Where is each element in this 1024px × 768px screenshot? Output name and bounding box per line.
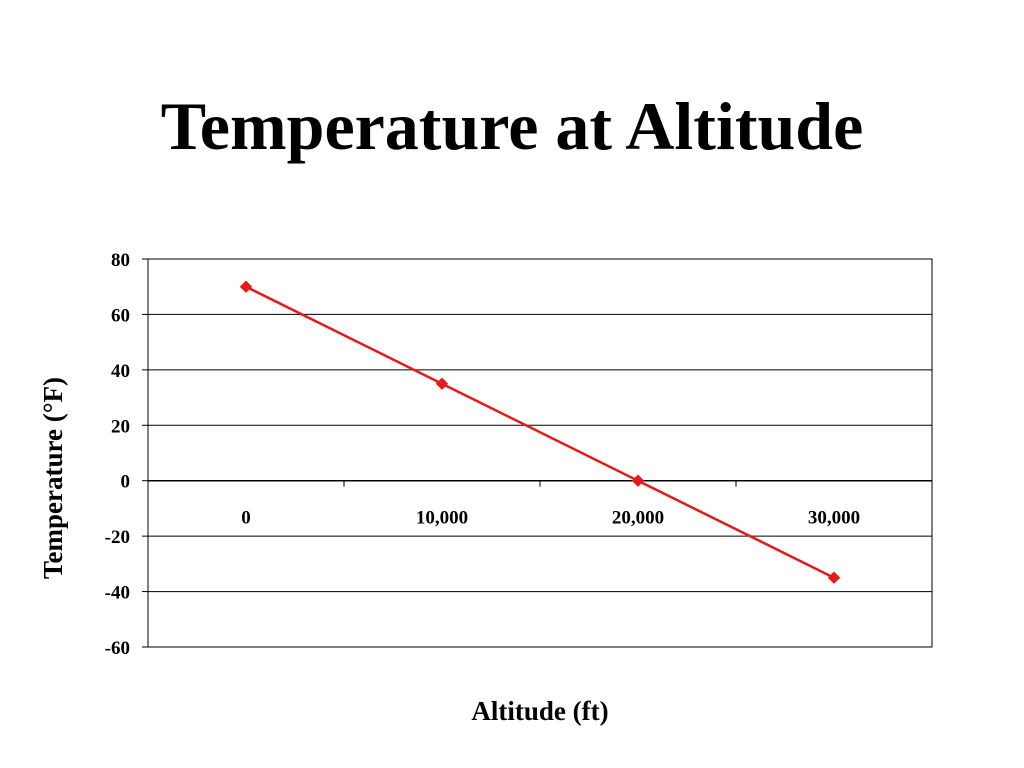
x-tick-label: 0 <box>241 508 251 529</box>
x-tick-label: 30,000 <box>808 508 860 529</box>
data-point <box>435 377 449 390</box>
y-tick-label: 20 <box>111 416 130 437</box>
y-tick-label: 40 <box>111 361 130 382</box>
data-point <box>239 280 253 293</box>
y-axis: 80 60 40 20 0 -20 -40 -60 <box>105 250 148 659</box>
data-point <box>631 474 645 487</box>
y-tick-label: -20 <box>105 527 130 548</box>
x-axis <box>147 479 933 487</box>
chart-title: Temperature at Altitude <box>160 88 864 164</box>
x-tick-labels: 0 10,000 20,000 30,000 <box>241 508 860 529</box>
y-tick-label: -60 <box>105 638 130 659</box>
grid-lines <box>148 258 932 648</box>
x-tick-label: 20,000 <box>612 508 664 529</box>
data-series <box>239 280 841 584</box>
x-tick-label: 10,000 <box>416 508 468 529</box>
series-line <box>245 285 835 579</box>
y-tick-label: 0 <box>121 472 131 493</box>
plot-frame <box>147 258 933 648</box>
y-axis-title: Temperature (°F) <box>38 377 68 579</box>
x-axis-title: Altitude (ft) <box>471 696 608 726</box>
y-tick-label: 80 <box>111 250 130 271</box>
data-point <box>827 571 841 584</box>
y-tick-label: -40 <box>105 583 130 604</box>
y-tick-label: 60 <box>111 305 130 326</box>
